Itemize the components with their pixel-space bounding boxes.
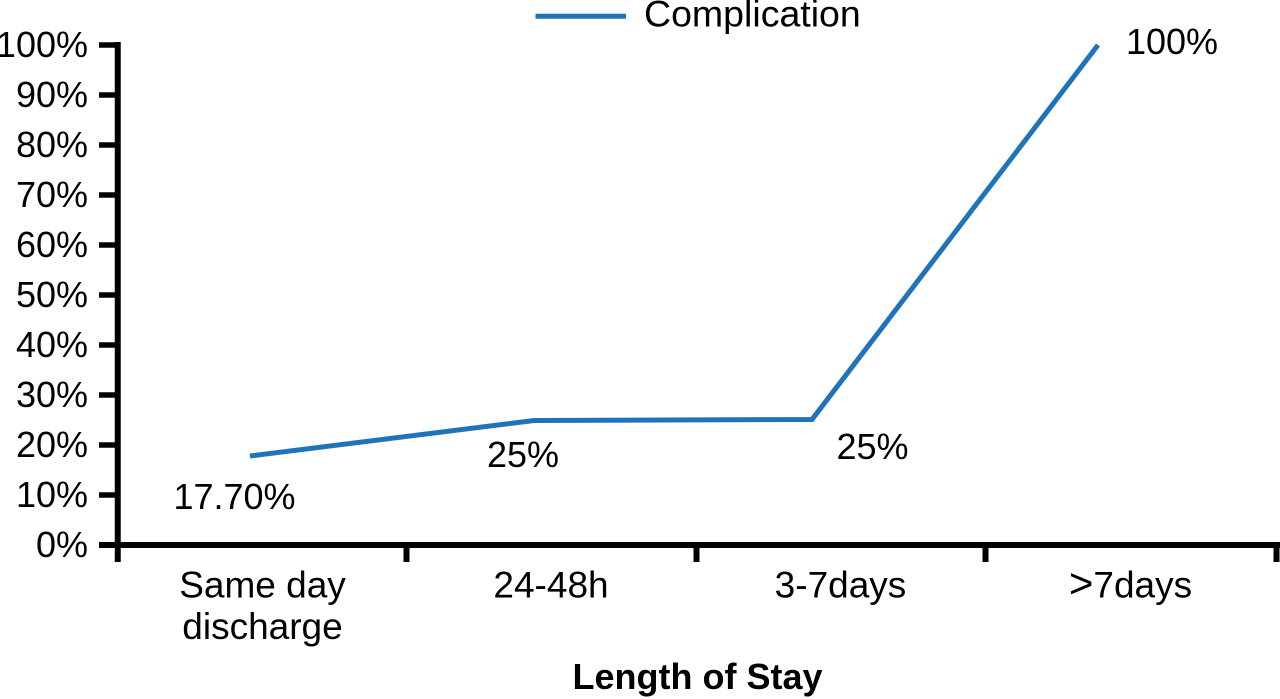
svg-text:20%: 20% [16, 424, 88, 465]
svg-text:10%: 10% [16, 474, 88, 515]
svg-text:25%: 25% [836, 426, 908, 467]
svg-text:60%: 60% [16, 224, 88, 265]
svg-text:30%: 30% [16, 374, 88, 415]
svg-text:Same day: Same day [179, 565, 346, 606]
svg-text:40%: 40% [16, 324, 88, 365]
svg-text:17.70%: 17.70% [173, 476, 295, 517]
svg-text:80%: 80% [16, 124, 88, 165]
svg-text:100%: 100% [1126, 21, 1218, 62]
svg-text:100%: 100% [0, 24, 88, 65]
svg-text:Length of Stay: Length of Stay [573, 656, 823, 697]
svg-text:Complication: Complication [644, 0, 861, 35]
svg-text:24-48h: 24-48h [493, 565, 608, 606]
svg-text:25%: 25% [487, 434, 559, 475]
svg-text:90%: 90% [16, 74, 88, 115]
svg-text:discharge: discharge [182, 606, 342, 647]
svg-text:70%: 70% [16, 174, 88, 215]
svg-text:>7days: >7days [1069, 560, 1192, 607]
svg-text:0%: 0% [36, 524, 88, 565]
svg-text:50%: 50% [16, 274, 88, 315]
svg-text:3-7days: 3-7days [775, 565, 907, 606]
